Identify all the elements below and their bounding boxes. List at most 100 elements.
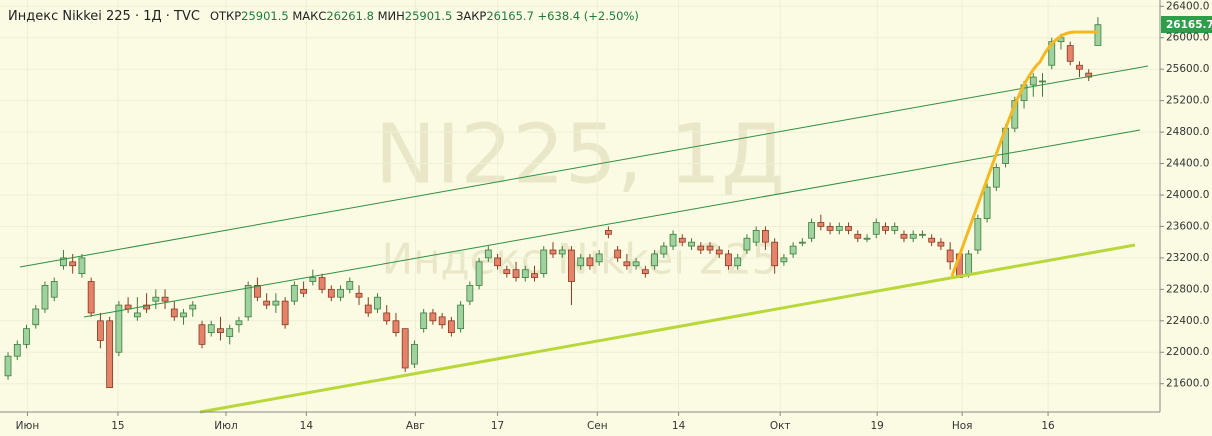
ohlc-value: 25901.5 [241,9,289,23]
candle-body [32,308,40,326]
y-tick-label: 24000.0 [1166,189,1209,201]
candle-body [364,304,372,314]
candle-body [771,241,779,267]
candle-body [605,229,612,235]
candle-body [374,296,381,310]
candle-body [762,229,769,243]
candle-body [420,312,428,330]
candle-body [23,328,30,345]
candle-body [1066,45,1074,62]
symbol: Индекс Nikkei 225 · 1Д · TVC [8,9,200,24]
candle-body [789,245,797,255]
candle-body [909,233,917,239]
x-tick-label: 19 [870,420,883,432]
ohlc-label: ЗАКР [455,9,487,23]
candle-body [595,253,603,263]
candle-body [1076,64,1083,70]
candle-body [115,304,123,353]
candle-body [263,300,271,306]
candle-body [688,241,695,247]
candle-body [531,273,538,278]
candle-body [189,304,197,310]
candle-body [281,300,289,326]
candle-body [383,312,391,322]
candle-body [780,257,788,263]
candle-body [300,288,308,294]
candle-body [143,304,150,310]
candle-body [226,328,234,337]
candle-body [919,233,926,236]
candle-body [992,167,1000,188]
candle-body [337,288,344,298]
candle-body [1039,80,1046,83]
candle-body [697,245,705,251]
candle-body [882,226,889,231]
y-tick-label: 22800.0 [1166,283,1209,295]
ohlc-value: 25901.5 [404,9,453,23]
candle-body [817,222,825,227]
y-tick-label: 26400.0 [1166,0,1209,12]
candle-body [521,269,529,278]
y-tick-label: 23600.0 [1166,220,1209,232]
candle-body [69,261,77,267]
x-tick-label: Авг [406,420,425,432]
candle-body [401,328,409,369]
candle-body [706,245,714,251]
y-tick-label: 22400.0 [1166,315,1209,327]
candle-body [50,281,58,298]
candle-body [734,257,742,267]
candle-body [235,320,243,326]
y-tick-label: 25600.0 [1166,63,1209,75]
ohlc-label: МАКС [292,9,327,23]
candle-body [1048,41,1056,66]
candle-body [1094,24,1102,46]
x-tick-label: 14 [300,420,314,432]
candle-body [891,226,899,231]
candle-body [78,257,86,275]
candle-body [503,269,511,275]
price-tag-label: 26165.7 [1166,19,1212,31]
candle-body [752,229,760,243]
candle-body [466,285,474,302]
candle-body [475,261,483,286]
candle-body [309,277,317,282]
x-tick-label: Окт [770,420,791,432]
candle-body [60,257,67,267]
candle-body [411,343,418,365]
ohlc-value: 26165.7 [486,9,534,23]
candle-body [87,281,95,314]
candle-body [586,257,594,267]
candle-body [808,222,816,239]
candle-body [484,249,492,259]
candle-body [549,249,557,255]
candle-body [244,285,252,318]
candle-body [198,324,206,345]
candle-body [623,261,631,267]
candle-body [96,320,104,341]
candle-body [946,249,954,263]
candle-body [568,249,575,282]
candle-body [447,320,455,333]
y-tick-label: 26000.0 [1166,32,1209,44]
candle-body [494,257,501,267]
trend-line [19,65,1149,268]
candle-body [835,226,843,231]
candle-body [743,237,751,251]
candle-body [558,249,566,255]
trend-line [83,129,1141,318]
candle-body [965,253,973,275]
candle-body [13,343,21,357]
candle-body [106,320,114,389]
x-tick-label: Июл [214,420,237,432]
candle-body [900,233,908,239]
x-tick-label: 14 [672,420,686,432]
candle-body [854,233,862,239]
candle-body [161,296,169,302]
watermark-symbol: NI225, 1Д [375,107,785,202]
curve-drawing [950,30,1098,277]
candle-body [651,253,658,267]
candle-body [438,316,446,326]
candle-body [254,285,261,298]
candle-body [217,328,224,333]
candle-body [928,237,936,243]
